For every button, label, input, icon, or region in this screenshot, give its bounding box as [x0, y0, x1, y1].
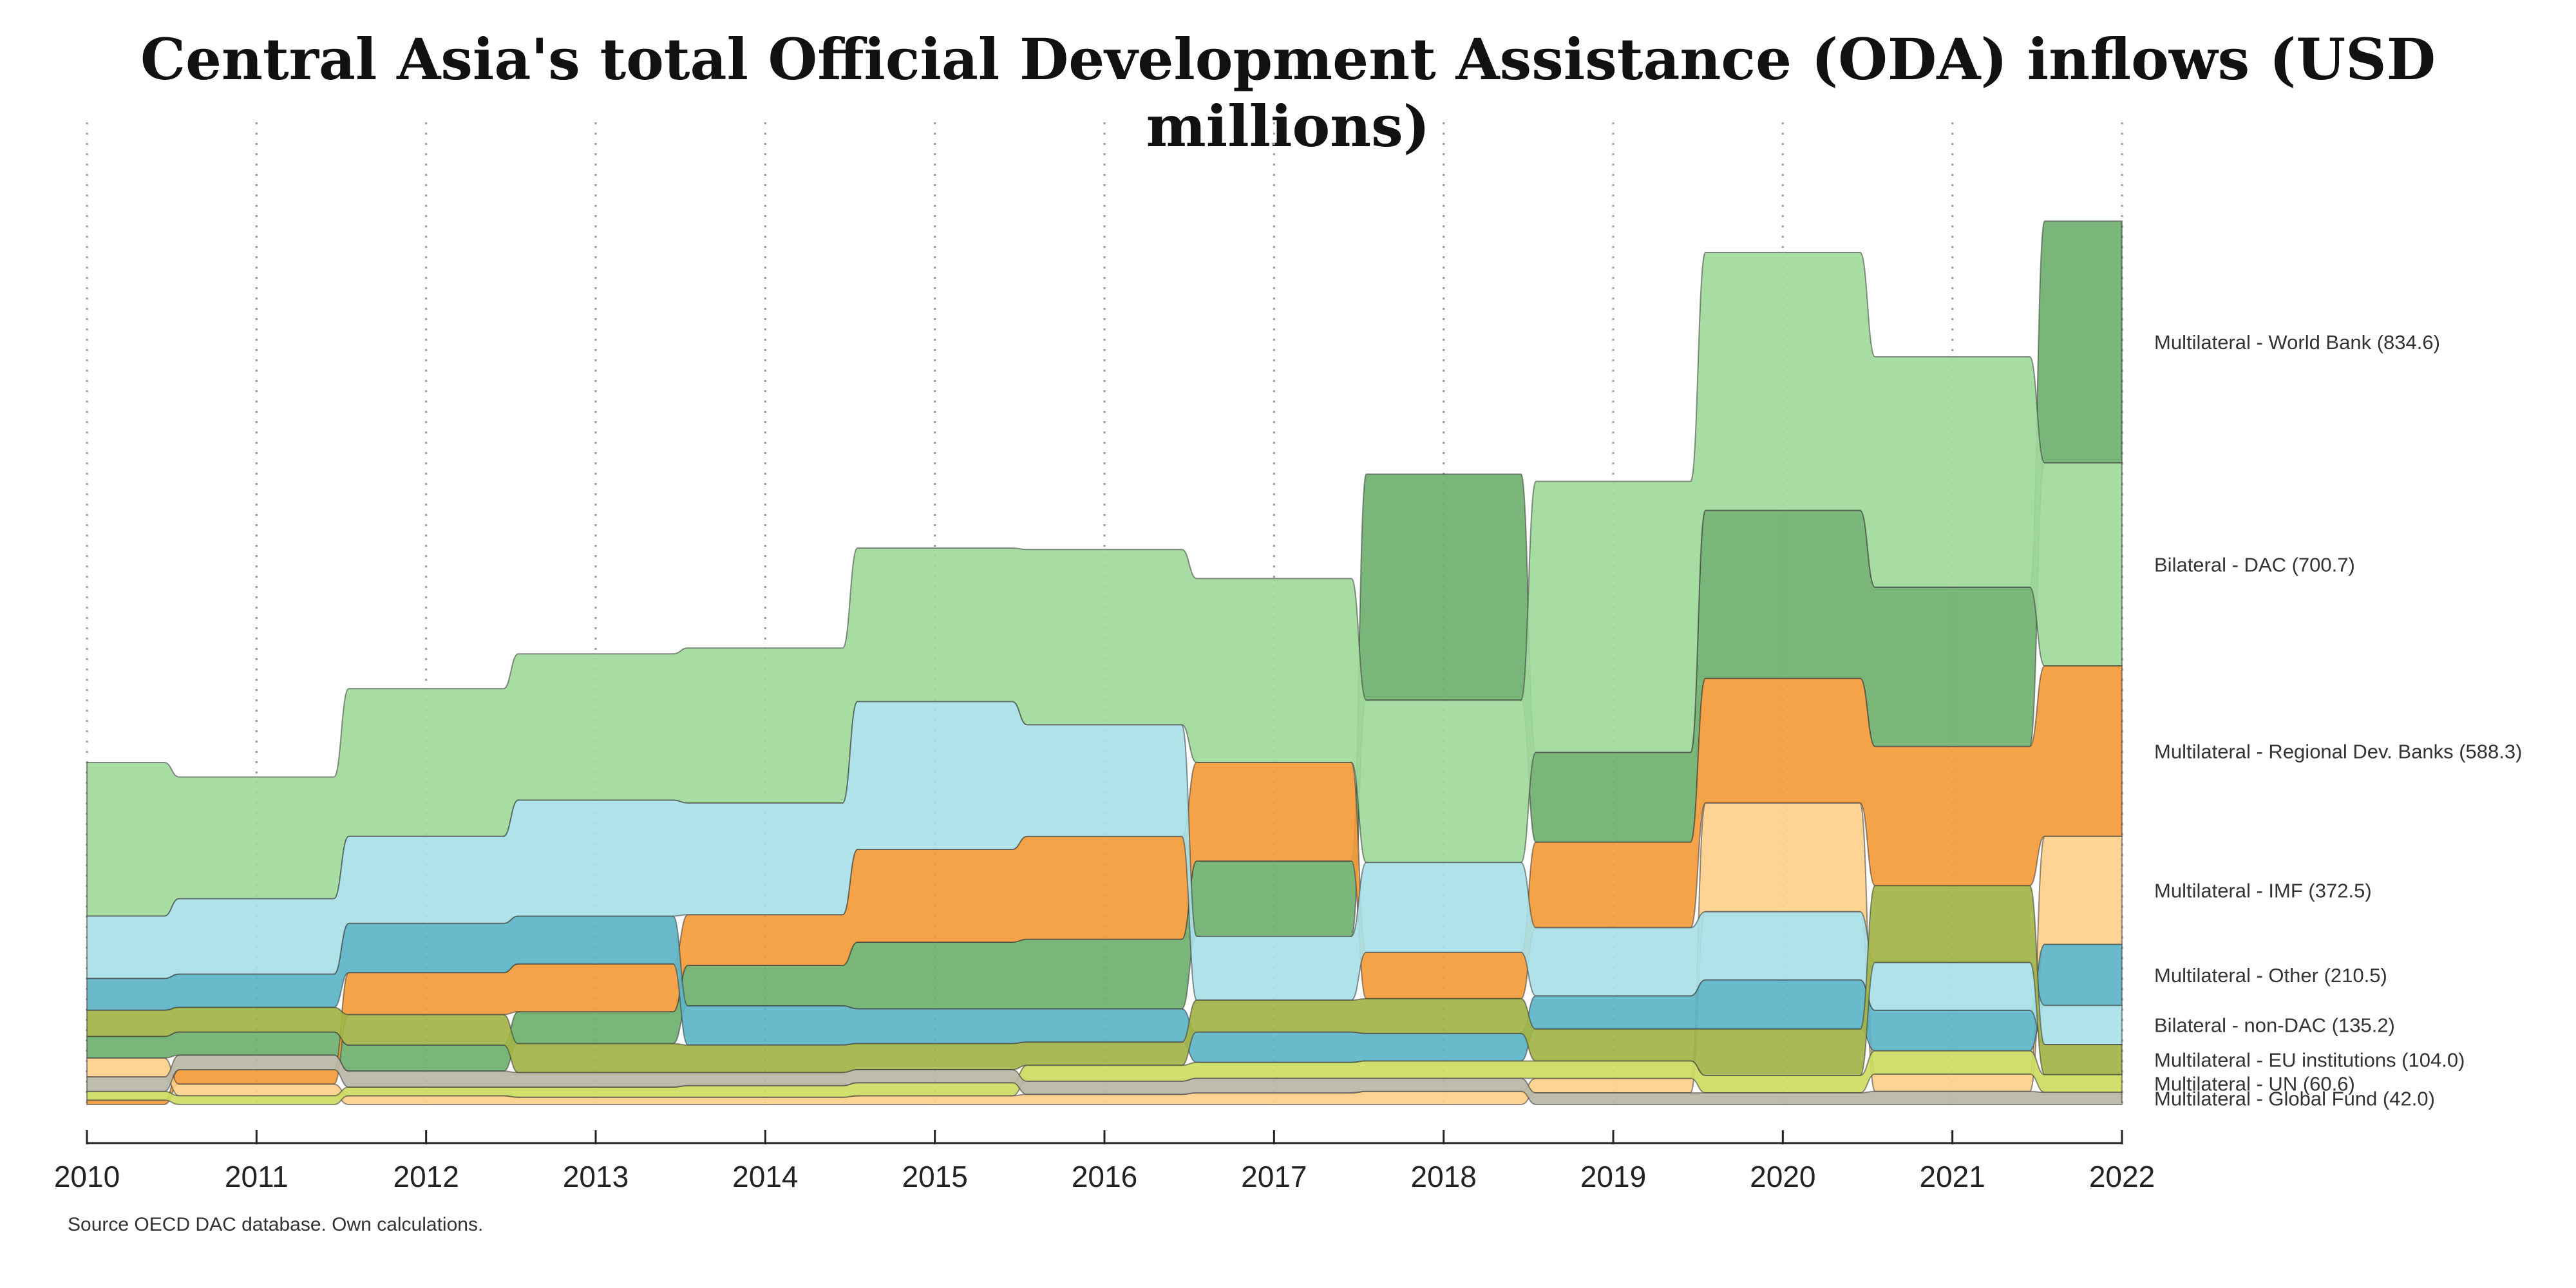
chart-source: Source OECD DAC database. Own calculatio… [68, 1214, 484, 1235]
series-label-bilateral-non-dac: Bilateral - non-DAC (135.2) [2154, 1014, 2395, 1037]
x-tick-label-2022: 2022 [2089, 1160, 2155, 1193]
chart-title: Central Asia's total Official Developmen… [140, 26, 2436, 160]
series-label-multilateral-global-fund: Multilateral - Global Fund (42.0) [2154, 1088, 2435, 1110]
x-tick-label-2014: 2014 [732, 1160, 798, 1193]
x-tick-label-2021: 2021 [1919, 1160, 1985, 1193]
series-label-multilateral-world-bank: Multilateral - World Bank (834.6) [2154, 331, 2440, 354]
x-tick-label-2019: 2019 [1580, 1160, 1646, 1193]
x-axis: 2010 2011 2012 2013 2014 2015 2016 2017 2018 2019… [54, 1130, 2155, 1193]
x-tick-label-2015: 2015 [902, 1160, 967, 1193]
x-tick-label-2010: 2010 [54, 1160, 120, 1193]
series-label-multilateral-regional-dev-banks: Multilateral - Regional Dev. Banks (588.… [2154, 741, 2522, 763]
series-band-multilateral-global-fund [86, 1054, 2123, 1105]
x-tick-label-2018: 2018 [1410, 1160, 1476, 1193]
series-label-bilateral-dac: Bilateral - DAC (700.7) [2154, 553, 2355, 576]
series-label-multilateral-other: Multilateral - Other (210.5) [2154, 964, 2387, 987]
x-tick-label-2017: 2017 [1241, 1160, 1307, 1193]
x-tick-label-2012: 2012 [393, 1160, 459, 1193]
x-tick-label-2013: 2013 [563, 1160, 629, 1193]
series-bands [86, 220, 2123, 1105]
series-labels: Multilateral - World Bank (834.6) Bilater… [2154, 331, 2522, 1110]
series-label-multilateral-imf: Multilateral - IMF (372.5) [2154, 880, 2372, 902]
x-tick-label-2020: 2020 [1750, 1160, 1815, 1193]
series-label-multilateral-eu-institutions: Multilateral - EU institutions (104.0) [2154, 1048, 2465, 1071]
series-band-multilateral-other [86, 915, 2123, 1063]
x-tick-label-2011: 2011 [225, 1160, 289, 1193]
series-band-bilateral-non-dac [86, 701, 2123, 1045]
series-label-multilateral-un: Multilateral - UN (60.6) [2154, 1073, 2355, 1095]
x-tick-label-2016: 2016 [1072, 1160, 1137, 1193]
